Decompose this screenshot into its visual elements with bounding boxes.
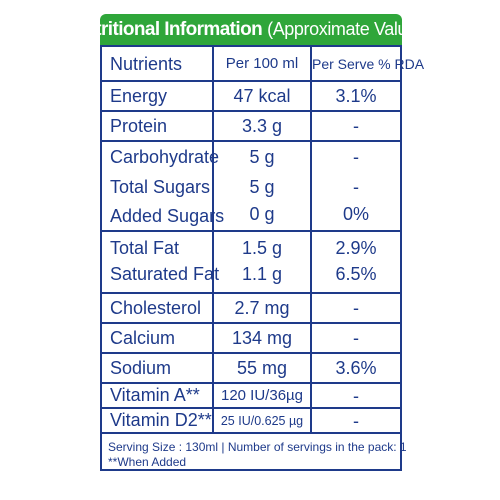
nutrient-per100: 3.3 g [241, 116, 283, 136]
row-divider [102, 80, 400, 82]
nutrient-name: Calcium [110, 328, 176, 348]
nutrient-rda: - [353, 386, 359, 406]
header-subtitle: (Approximate Values) [267, 19, 431, 39]
row-divider [102, 140, 400, 142]
nutrient-name: Total Fat [110, 238, 180, 258]
nutrient-name: Saturated Fat [110, 264, 220, 284]
row-divider [102, 407, 400, 409]
nutrient-per100: 134 mg [231, 328, 293, 348]
column-header-rda: Per Serve % RDA [312, 56, 425, 72]
nutrient-name: Added Sugars [110, 206, 225, 226]
column-header-nutrients: Nutrients [110, 54, 183, 74]
header-title: Nutritional Information [71, 18, 263, 40]
nutrient-rda: - [353, 147, 359, 167]
nutrient-per100: 1.1 g [241, 264, 283, 284]
nutrient-rda: 6.5% [335, 264, 377, 284]
nutrient-per100: 1.5 g [241, 238, 283, 258]
row-divider [102, 382, 400, 384]
row-divider [102, 230, 400, 232]
row-divider [102, 352, 400, 354]
nutrient-name: Vitamin A** [110, 385, 200, 405]
nutrient-per100: 120 IU/36µg [220, 387, 304, 404]
footnote: **When Added [108, 455, 187, 469]
nutrient-rda: - [353, 116, 359, 136]
nutrient-name: Protein [110, 116, 168, 136]
column-divider [310, 47, 312, 432]
nutrient-rda: 3.1% [335, 86, 377, 106]
nutrient-name: Carbohydrate [110, 147, 220, 167]
nutrient-rda: 3.6% [335, 358, 377, 378]
nutrient-per100: 2.7 mg [234, 298, 290, 318]
column-divider [212, 47, 214, 432]
nutrition-table: Nutrients Per 100 ml Per Serve % RDA Ene… [100, 45, 425, 471]
nutrient-per100: 5 g [249, 177, 275, 197]
nutrient-per100: 5 g [249, 147, 275, 167]
nutrient-rda: - [353, 177, 359, 197]
nutrient-rda: - [353, 328, 359, 348]
nutrient-per100: 55 mg [236, 358, 288, 378]
row-divider [102, 292, 400, 294]
nutrient-rda: - [353, 298, 359, 318]
nutrient-per100: 47 kcal [233, 86, 291, 106]
nutrient-name: Vitamin D2** [110, 410, 212, 430]
nutrition-header: Nutritional Information (Approximate Val… [71, 14, 431, 45]
row-divider [102, 322, 400, 324]
nutrient-rda: - [353, 411, 359, 431]
row-divider [102, 432, 400, 434]
nutrient-name: Sodium [110, 358, 172, 378]
nutrient-rda: 0% [342, 204, 369, 224]
nutrient-per100: 0 g [249, 204, 275, 224]
column-header-per100: Per 100 ml [225, 55, 299, 72]
nutrient-name: Energy [110, 86, 168, 106]
serving-info: Serving Size : 130ml | Number of serving… [108, 440, 407, 454]
row-divider [102, 110, 400, 112]
nutrient-rda: 2.9% [335, 238, 377, 258]
nutrient-per100: 25 IU/0.625 µg [220, 414, 304, 428]
nutrient-name: Total Sugars [110, 177, 211, 197]
nutrient-name: Cholesterol [110, 298, 202, 318]
